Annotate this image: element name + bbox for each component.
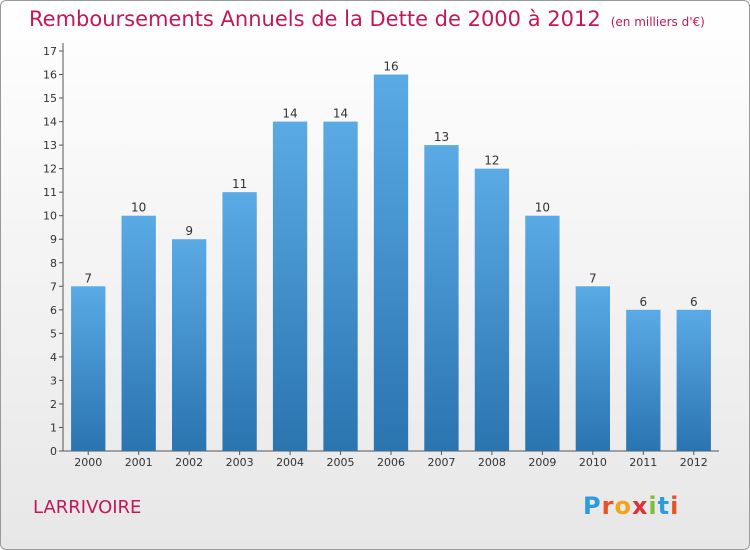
- bar-value-label: 14: [282, 107, 297, 121]
- logo-letter: t: [657, 492, 671, 520]
- bar: [676, 309, 711, 451]
- bar: [525, 215, 560, 451]
- x-tick-label: 2004: [276, 456, 304, 469]
- bar: [323, 121, 358, 452]
- x-tick-label: 2012: [680, 456, 708, 469]
- x-tick-label: 2010: [579, 456, 607, 469]
- x-tick-label: 2002: [175, 456, 203, 469]
- x-tick-label: 2000: [74, 456, 102, 469]
- logo-letter: r: [601, 492, 615, 520]
- bar-value-label: 13: [434, 130, 449, 144]
- bar-value-label: 16: [383, 60, 398, 74]
- bar: [121, 215, 156, 451]
- bar-value-label: 14: [333, 107, 348, 121]
- proxiti-logo: Proxiti: [583, 492, 679, 520]
- x-tick-label: 2008: [478, 456, 506, 469]
- y-tick-label: 16: [43, 69, 57, 82]
- bars: 7 10 9 11 14 14 16 13 12 10 7 6 6: [71, 60, 711, 452]
- y-tick-label: 9: [50, 233, 57, 246]
- bar: [373, 74, 409, 451]
- x-tick-label: 2006: [377, 456, 405, 469]
- bar: [171, 239, 207, 451]
- y-tick-label: 0: [50, 445, 57, 458]
- x-tick-label: 2007: [427, 456, 455, 469]
- unit-note: (en milliers d'€): [610, 15, 705, 29]
- bar: [71, 286, 106, 451]
- bar: [626, 309, 661, 451]
- x-tick-label: 2003: [226, 456, 254, 469]
- y-tick-label: 3: [50, 374, 57, 387]
- bar-value-label: 11: [232, 177, 247, 191]
- y-tick-label: 7: [50, 280, 57, 293]
- title-text: Remboursements Annuels de la Dette de 20…: [29, 7, 601, 31]
- y-tick-label: 15: [43, 92, 57, 105]
- x-tick-label: 2005: [327, 456, 355, 469]
- chart-title: Remboursements Annuels de la Dette de 20…: [29, 7, 705, 31]
- logo-letter: i: [648, 492, 658, 520]
- y-tick-label: 12: [43, 163, 57, 176]
- bar: [222, 192, 257, 452]
- y-tick-label: 6: [50, 304, 57, 317]
- bar: [474, 168, 510, 451]
- y-tick-label: 5: [50, 327, 57, 340]
- x-tick-label: 2001: [125, 456, 153, 469]
- x-tick-label: 2011: [629, 456, 657, 469]
- logo-letter: P: [583, 492, 602, 520]
- commune-name: LARRIVOIRE: [33, 497, 142, 518]
- bar: [424, 145, 459, 451]
- bar-value-label: 6: [639, 295, 647, 309]
- x-tick-label: 2009: [528, 456, 556, 469]
- y-tick-label: 4: [50, 351, 57, 364]
- bar-value-label: 10: [535, 201, 550, 215]
- bar: [575, 286, 611, 451]
- bar-value-label: 6: [690, 295, 698, 309]
- bar-value-label: 12: [484, 154, 499, 168]
- y-tick-label: 8: [50, 257, 57, 270]
- bar-value-label: 9: [185, 224, 193, 238]
- y-tick-label: 14: [43, 116, 57, 129]
- bar-value-label: 7: [589, 271, 597, 285]
- logo-letter: i: [670, 492, 680, 520]
- bar: [272, 121, 308, 452]
- y-tick-label: 2: [50, 398, 57, 411]
- y-tick-label: 17: [43, 45, 57, 58]
- y-tick-label: 10: [43, 210, 57, 223]
- y-tick-label: 11: [43, 186, 57, 199]
- y-tick-label: 13: [43, 139, 57, 152]
- logo-letter: o: [614, 492, 632, 520]
- bar-value-label: 7: [84, 271, 92, 285]
- y-tick-label: 1: [50, 421, 57, 434]
- logo-letter: x: [631, 492, 649, 520]
- bar-value-label: 10: [131, 201, 146, 215]
